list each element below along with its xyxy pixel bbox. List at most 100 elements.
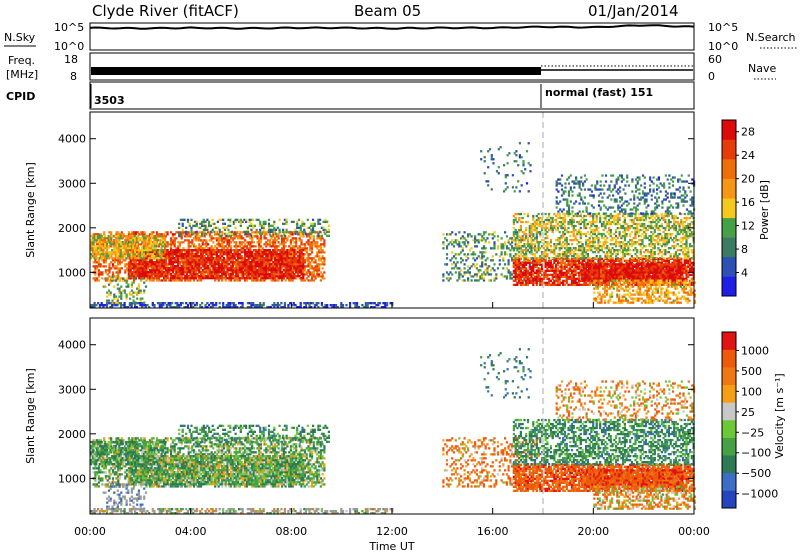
power-cell bbox=[138, 233, 141, 236]
power-cell bbox=[274, 267, 277, 270]
power-cell bbox=[267, 222, 271, 225]
power-cell bbox=[495, 277, 498, 280]
power-cell bbox=[481, 235, 484, 238]
power-cell bbox=[240, 241, 243, 244]
power-cell bbox=[103, 233, 106, 236]
power-cell bbox=[281, 249, 284, 252]
power-cell bbox=[281, 271, 284, 274]
power-cell bbox=[318, 245, 321, 248]
power-cell bbox=[113, 285, 116, 288]
nave-tick-bottom: 0 bbox=[708, 70, 715, 83]
nsearch-tick-top: 10^5 bbox=[708, 21, 738, 34]
power-cell bbox=[136, 297, 139, 300]
power-cell bbox=[562, 259, 565, 262]
power-cell bbox=[549, 261, 552, 264]
power-cell bbox=[244, 279, 247, 282]
power-cell bbox=[289, 241, 292, 244]
power-cell bbox=[219, 267, 222, 270]
power-cell bbox=[460, 245, 463, 248]
power-cell bbox=[280, 302, 283, 305]
power-cell bbox=[252, 263, 255, 266]
power-cell bbox=[129, 261, 132, 264]
power-cell bbox=[135, 241, 138, 244]
power-cell bbox=[456, 239, 459, 242]
power-cell bbox=[197, 234, 200, 237]
power-cell bbox=[143, 259, 146, 262]
power-cell bbox=[93, 249, 96, 252]
power-cell bbox=[192, 263, 196, 266]
power-cell bbox=[293, 247, 296, 250]
power-cell bbox=[177, 245, 180, 248]
power-cell bbox=[148, 265, 152, 268]
power-cell bbox=[170, 261, 173, 264]
power-cell bbox=[182, 259, 185, 262]
power-cell bbox=[166, 231, 169, 234]
power-cell bbox=[94, 267, 97, 270]
power-cell bbox=[198, 255, 201, 258]
power-cell bbox=[164, 253, 167, 256]
power-cell bbox=[293, 273, 296, 276]
power-cell bbox=[312, 241, 315, 244]
power-cell bbox=[134, 265, 137, 268]
power-cell bbox=[113, 265, 116, 268]
power-cell bbox=[184, 271, 187, 274]
power-cell bbox=[219, 253, 222, 256]
power-cell bbox=[451, 273, 454, 276]
power-cell bbox=[171, 267, 174, 270]
power-cell bbox=[220, 232, 223, 235]
power-cell bbox=[208, 253, 211, 256]
power-cell bbox=[326, 304, 329, 307]
power-cell bbox=[155, 265, 159, 268]
power-cell bbox=[212, 251, 215, 254]
power-cell bbox=[196, 253, 199, 256]
power-cell bbox=[215, 257, 218, 260]
power-cell bbox=[157, 259, 160, 262]
power-cell bbox=[122, 243, 125, 246]
power-cell bbox=[168, 269, 171, 272]
power-cell bbox=[245, 245, 248, 248]
power-cell bbox=[171, 257, 174, 260]
power-cell bbox=[185, 265, 189, 268]
power-cell bbox=[147, 271, 150, 274]
power-cell bbox=[171, 279, 174, 282]
power-cell bbox=[198, 279, 201, 282]
power-cell bbox=[210, 269, 213, 272]
power-cell bbox=[270, 279, 273, 282]
power-cell bbox=[465, 259, 468, 262]
power-cell bbox=[217, 269, 220, 272]
power-cell bbox=[131, 271, 134, 274]
power-cell bbox=[152, 261, 155, 264]
power-cell bbox=[226, 263, 229, 266]
power-cell bbox=[249, 247, 252, 250]
power-cell bbox=[200, 277, 203, 280]
power-cell bbox=[296, 230, 299, 233]
power-cell bbox=[519, 269, 522, 272]
power-cell bbox=[229, 251, 233, 254]
power-cell bbox=[132, 281, 135, 284]
power-cell bbox=[145, 261, 148, 264]
power-cell bbox=[138, 269, 141, 272]
power-cell bbox=[95, 304, 98, 307]
power-cell bbox=[155, 259, 159, 262]
power-cell bbox=[136, 265, 139, 268]
power-cell bbox=[309, 257, 312, 260]
power-cell bbox=[194, 233, 197, 236]
power-cell bbox=[219, 259, 222, 262]
power-cell bbox=[105, 249, 109, 252]
power-cell bbox=[323, 243, 326, 246]
power-cell bbox=[123, 289, 126, 292]
power-cell bbox=[452, 267, 456, 270]
power-cell bbox=[549, 279, 552, 282]
power-cell bbox=[154, 261, 157, 264]
power-cell bbox=[546, 275, 549, 278]
power-cell bbox=[286, 255, 289, 258]
power-cell bbox=[177, 259, 180, 262]
power-cell bbox=[215, 263, 218, 266]
power-cell bbox=[212, 269, 215, 272]
power-cell bbox=[125, 281, 128, 284]
power-cell bbox=[574, 279, 577, 282]
power-cell bbox=[102, 255, 105, 258]
power-cell bbox=[121, 241, 124, 244]
power-cell bbox=[578, 281, 581, 284]
